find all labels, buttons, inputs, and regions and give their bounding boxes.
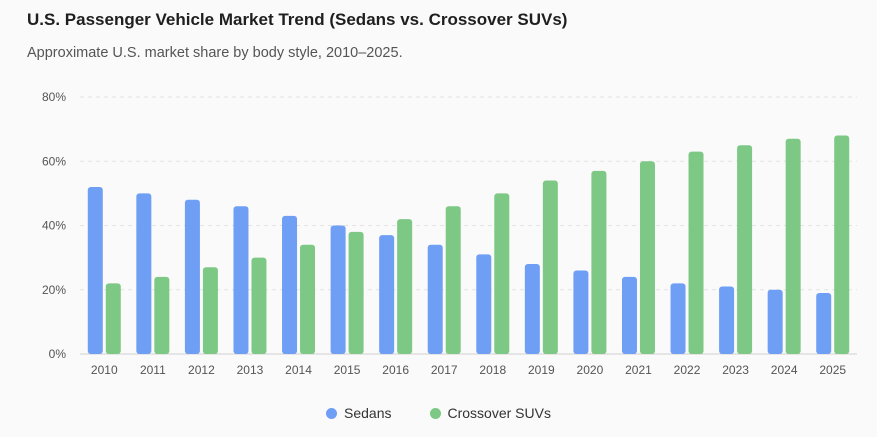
x-tick-label: 2022 (674, 363, 701, 377)
legend-swatch-suvs (429, 407, 441, 419)
bar-suvs (639, 161, 655, 354)
x-tick-label: 2024 (771, 363, 798, 377)
bar-sedans (476, 254, 492, 354)
bar-suvs (834, 135, 850, 354)
x-tick-label: 2025 (819, 363, 846, 377)
bar-sedans (330, 225, 346, 354)
legend-label-suvs: Crossover SUVs (447, 405, 551, 421)
bar-sedans (184, 199, 200, 354)
bar-sedans (524, 264, 540, 354)
bar-suvs (154, 276, 170, 354)
x-tick-label: 2012 (188, 363, 215, 377)
x-tick-label: 2020 (577, 363, 604, 377)
bar-sedans (573, 270, 589, 354)
legend-swatch-sedans (326, 407, 338, 419)
bar-suvs (202, 267, 218, 354)
y-tick-label: 80% (42, 90, 66, 104)
chart-legend: Sedans Crossover SUVs (0, 405, 877, 421)
x-tick-label: 2010 (91, 363, 118, 377)
x-tick-label: 2011 (140, 363, 166, 377)
bar-suvs (348, 231, 364, 354)
x-tick-label: 2016 (382, 363, 409, 377)
bar-sedans (379, 235, 395, 354)
bar-suvs (445, 206, 461, 354)
bar-suvs (542, 180, 558, 354)
y-tick-label: 40% (42, 219, 66, 233)
chart-title: U.S. Passenger Vehicle Market Trend (Sed… (27, 10, 568, 29)
legend-item-suvs[interactable]: Crossover SUVs (429, 405, 551, 421)
bar-suvs (105, 283, 121, 354)
y-tick-label: 20% (42, 283, 66, 297)
bar-suvs (785, 138, 801, 354)
bar-sedans (136, 193, 152, 354)
bar-suvs (494, 193, 510, 354)
x-tick-label: 2015 (334, 363, 361, 377)
bar-chart: 0% 20% 40% 60% 80% 2010 2011 2012 2013 2014 2015 20… (42, 90, 857, 377)
y-tick-label: 60% (42, 154, 66, 168)
bar-suvs (397, 219, 413, 354)
y-tick-label: 0% (49, 347, 67, 361)
bar-sedans (233, 206, 249, 354)
bar-sedans (282, 215, 298, 354)
legend-label-sedans: Sedans (344, 405, 392, 421)
x-tick-label: 2014 (285, 363, 312, 377)
bar-sedans (816, 292, 832, 354)
x-tick-label: 2017 (431, 363, 458, 377)
legend-item-sedans[interactable]: Sedans (326, 405, 392, 421)
bar-sedans (427, 244, 443, 354)
bar-sedans (87, 186, 103, 354)
bar-suvs (688, 151, 704, 354)
bar-sedans (621, 276, 637, 354)
bar-sedans (719, 286, 735, 354)
chart-subtitle: Approximate U.S. market share by body st… (27, 45, 403, 61)
x-tick-label: 2021 (625, 363, 652, 377)
bar-suvs (737, 145, 753, 354)
x-tick-label: 2019 (528, 363, 555, 377)
bar-suvs (300, 244, 316, 354)
x-tick-label: 2018 (479, 363, 506, 377)
x-tick-label: 2023 (722, 363, 749, 377)
x-tick-label: 2013 (237, 363, 264, 377)
bar-suvs (591, 170, 607, 354)
bar-sedans (670, 283, 686, 354)
bar-sedans (767, 289, 783, 354)
bar-suvs (251, 257, 267, 354)
